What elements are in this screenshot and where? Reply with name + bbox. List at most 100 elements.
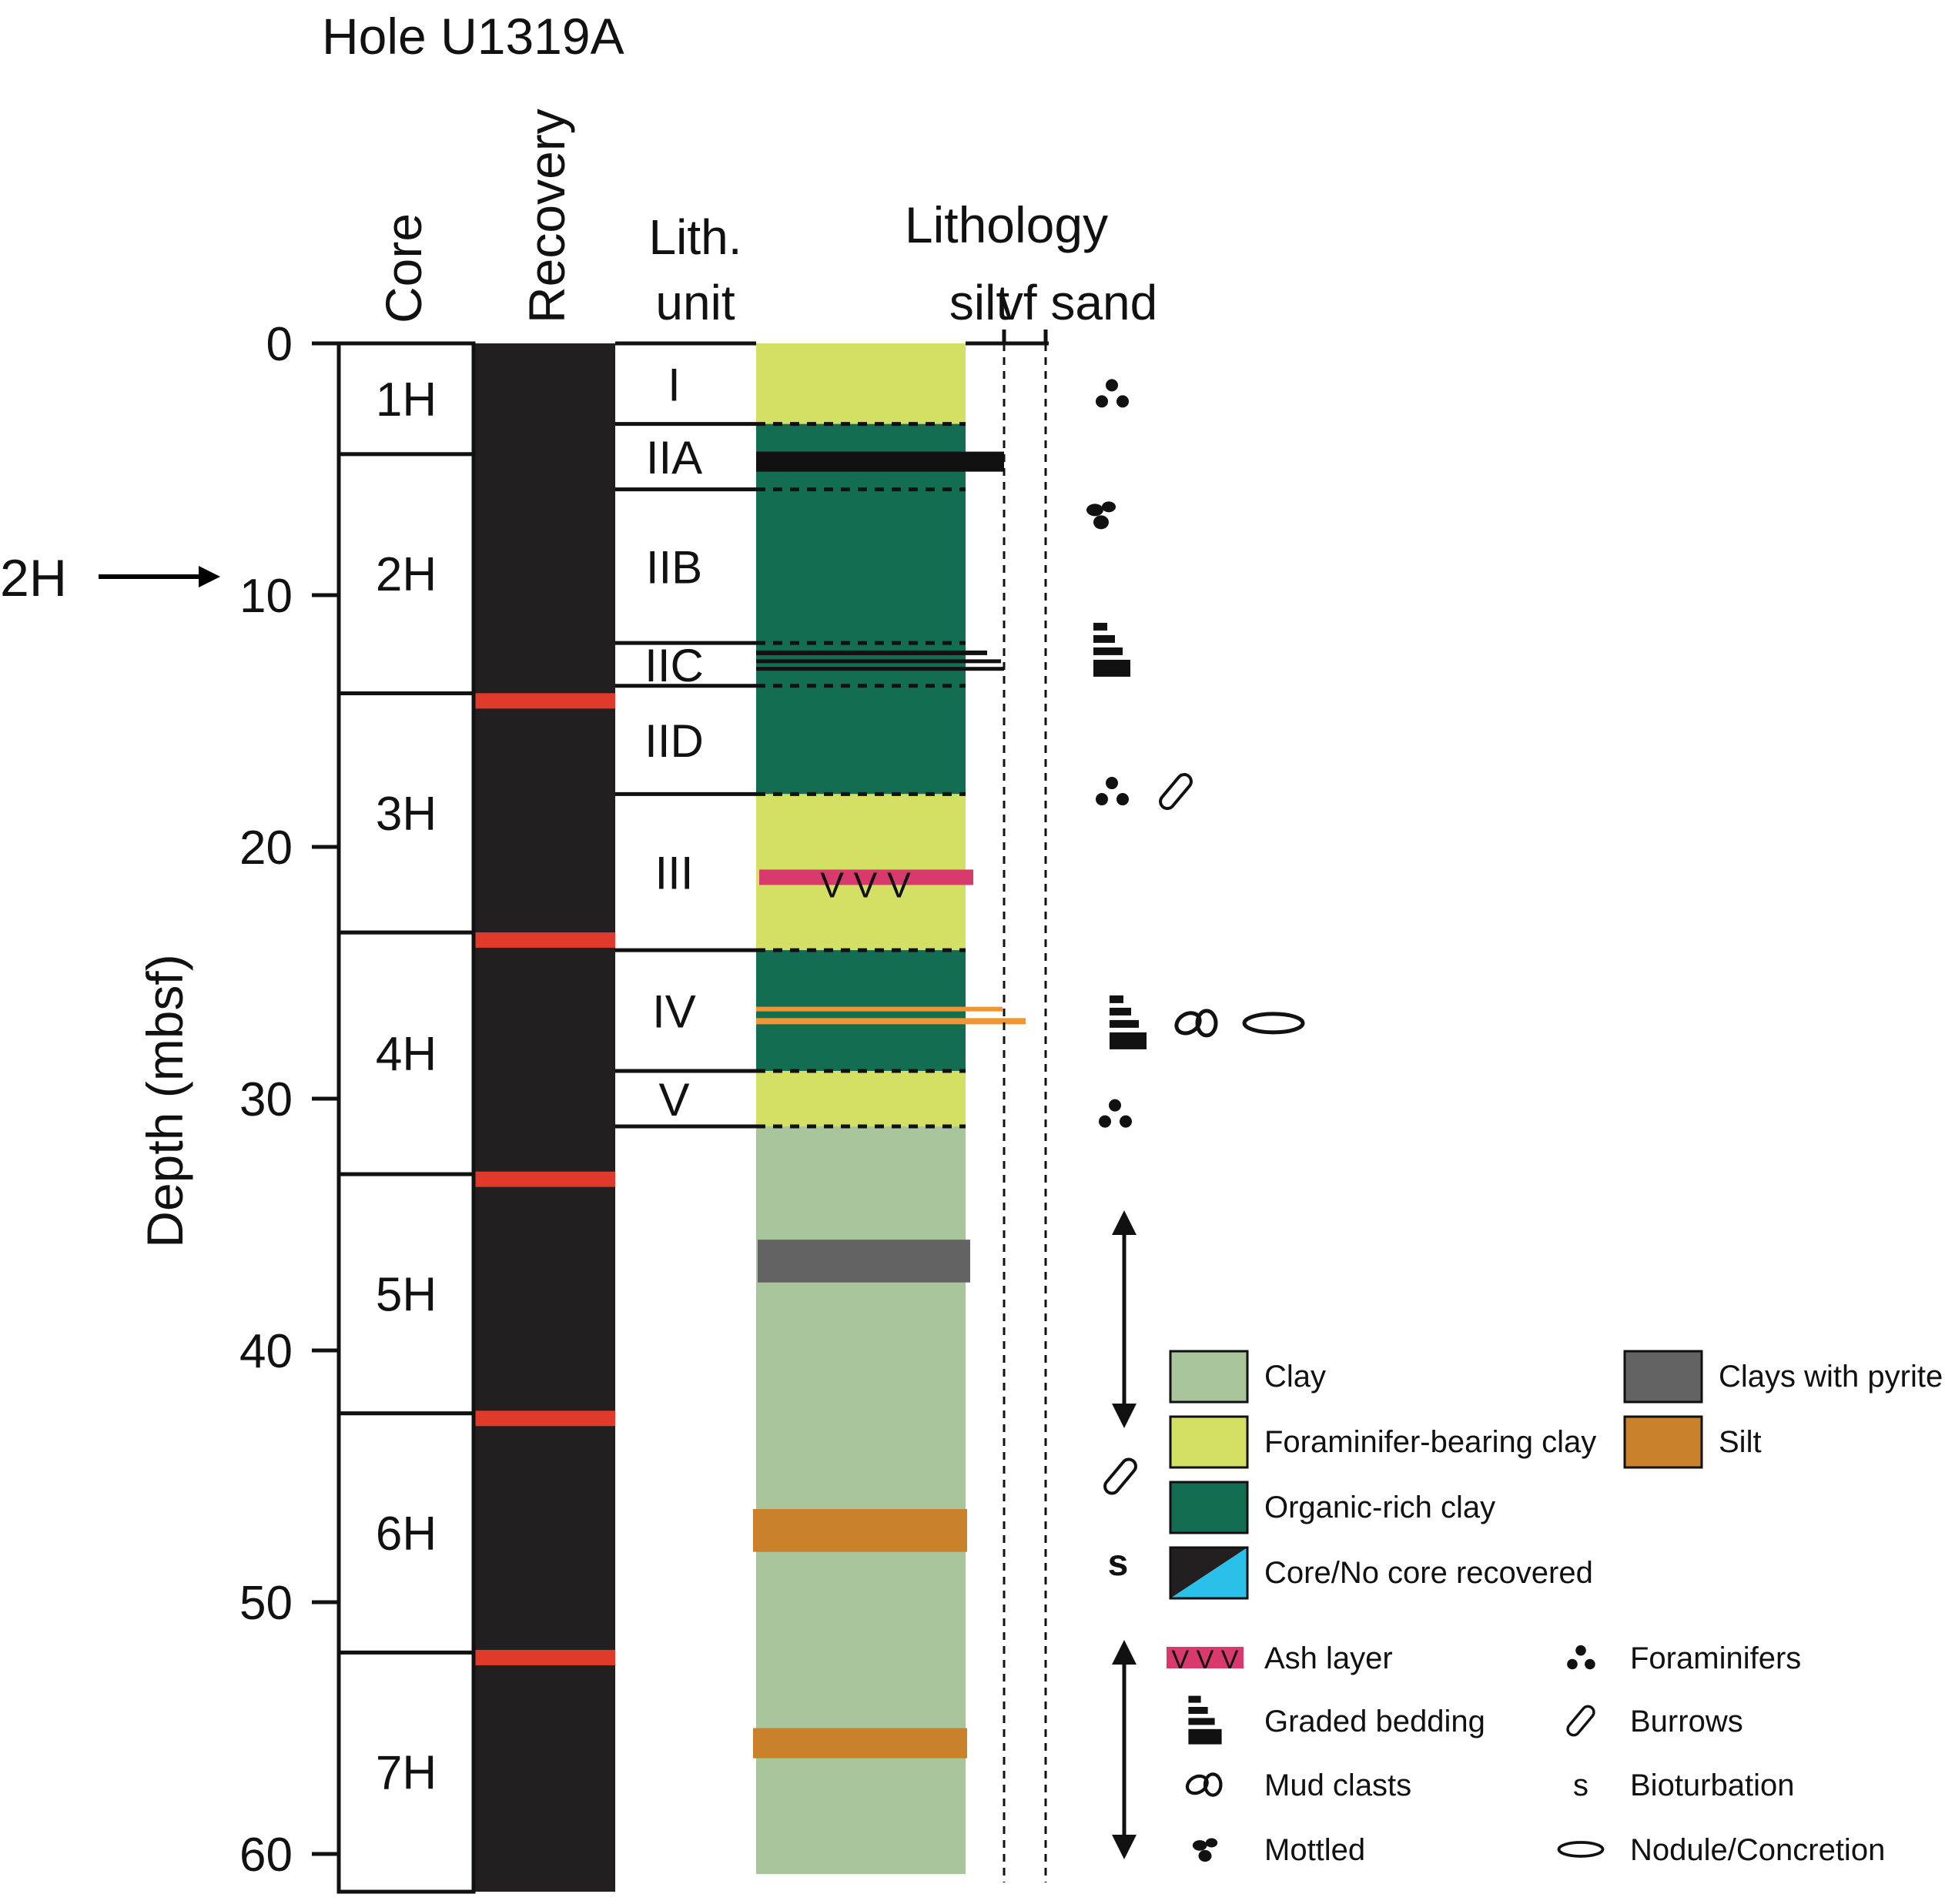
depth-tick-label: 60: [239, 1829, 293, 1882]
depth-tick-label: 0: [266, 318, 293, 371]
foraminifers-icon: [1096, 379, 1129, 408]
legend-swatch-forclay: [1169, 1415, 1249, 1469]
ash-layer-symbol: V V V: [820, 865, 911, 905]
legend-symbol-label: Burrows: [1630, 1705, 1743, 1738]
lith-unit-column: I IIA IIB IIC IID III IV V: [615, 341, 756, 1129]
nodule-icon: [1244, 1014, 1303, 1032]
legend-swatch-clay: [1169, 1350, 1249, 1404]
dark-layer: [756, 667, 1004, 671]
recovery-core-break: [474, 932, 615, 948]
lithology-bed-silt: [753, 1509, 967, 1552]
core-label: 4H: [376, 1028, 437, 1081]
unit-label: III: [654, 848, 693, 899]
core-column: 1H 2H 3H 4H 5H 6H 7H: [336, 341, 476, 1894]
core-marker-arrow-head: [199, 566, 220, 587]
core-label: 2H: [376, 548, 437, 601]
bioturbation-icon: s: [1573, 1768, 1588, 1802]
figure-title: Hole U1319A: [322, 8, 624, 65]
ash-layer: [759, 869, 973, 885]
core-marker-label: 2H: [0, 549, 67, 607]
core-label: 5H: [376, 1268, 437, 1321]
header-core: Core: [375, 213, 432, 323]
core-label: 1H: [376, 373, 437, 427]
mud-clasts-icon: [1173, 1009, 1216, 1038]
legend-swatch-organic: [1169, 1481, 1249, 1534]
mud-clasts-icon: [1184, 1772, 1220, 1796]
header-grain-vfsand: vf sand: [999, 275, 1157, 330]
depth-tick-label: 40: [239, 1325, 293, 1378]
structures-column: s: [1086, 379, 1303, 1859]
lithology-bed-organic: [756, 423, 966, 795]
mottled-icon: [1086, 501, 1116, 530]
core-box: [336, 1172, 476, 1416]
dark-layer: [756, 659, 1001, 664]
foraminifers-icon: [1567, 1645, 1595, 1670]
legend-swatch-no-core: [1170, 1548, 1247, 1598]
legend-label: Clay: [1264, 1360, 1326, 1394]
legend-label: Clays with pyrite: [1719, 1360, 1943, 1394]
core-label: 6H: [376, 1507, 437, 1561]
header-lithology: Lithology: [905, 196, 1108, 253]
nodule-icon: [1557, 1841, 1605, 1858]
burrows-icon: [1564, 1702, 1598, 1739]
legend-symbol-label: Bioturbation: [1630, 1768, 1794, 1802]
header-grain-silt: silt: [949, 275, 1009, 330]
graded-bedding-icon: [1110, 995, 1147, 1049]
silt-layer: [756, 1018, 1026, 1025]
header-lith-unit-line1: Lith.: [649, 209, 742, 265]
dark-layer: [756, 451, 1004, 472]
legend-label: Core/No core recovered: [1264, 1556, 1593, 1590]
legend-swatch-border: [1169, 1546, 1249, 1600]
unit-label: IV: [652, 986, 696, 1038]
silt-layer: [756, 1006, 1003, 1012]
unit-label: V: [658, 1074, 689, 1126]
unit-label: IIA: [646, 432, 702, 484]
recovery-core-break: [474, 1649, 615, 1665]
legend-symbol-label: Nodule/Concretion: [1630, 1833, 1885, 1867]
legend-symbol-label: Graded bedding: [1264, 1705, 1485, 1738]
grain-size-scale: [966, 330, 1049, 1882]
recovery-core-break: [474, 1410, 615, 1427]
bioturbation-range-arrow-head-up: [1112, 1640, 1137, 1665]
unit-label: I: [668, 359, 681, 410]
mottled-icon: [1192, 1838, 1218, 1862]
lithology-bed-pyrite: [758, 1240, 970, 1283]
recovery-core-break: [474, 693, 615, 709]
unit-label: IIB: [646, 541, 702, 593]
core-box: [336, 1411, 476, 1655]
lithology-bed-silt: [753, 1728, 967, 1758]
lithology-bed-clay: [756, 1126, 966, 1875]
legend-symbol-label: Foraminifers: [1630, 1641, 1801, 1675]
legend: Clay Foraminifer-bearing clay Organic-rich…: [1167, 1350, 1943, 1867]
legend-label: Silt: [1719, 1425, 1762, 1459]
unit-label: IIC: [644, 640, 704, 691]
ash-layer-icon: [1167, 1647, 1244, 1668]
legend-symbol-label: Mud clasts: [1264, 1768, 1411, 1802]
bioturbation-range-arrow-head-down: [1112, 1835, 1137, 1859]
graded-bedding-icon: [1188, 1695, 1222, 1745]
header-lith-unit-line2: unit: [655, 275, 735, 330]
depth-tick-label: 30: [239, 1073, 293, 1126]
header-recovery: Recovery: [518, 109, 575, 323]
depth-tick-label: 20: [239, 821, 293, 875]
foraminifers-icon: [1096, 777, 1129, 806]
legend-symbol-label: Mottled: [1264, 1833, 1365, 1867]
legend-swatch-silt: [1623, 1415, 1703, 1469]
dark-layer: [756, 650, 987, 655]
lithology-bed-forclay: [756, 1071, 966, 1126]
burrows-icon: [1100, 1454, 1140, 1498]
ash-layer-icon-glyph: V V V: [1172, 1645, 1239, 1675]
mottled-range-arrow-head-down: [1112, 1404, 1137, 1428]
legend-symbol-label: Ash layer: [1264, 1641, 1393, 1675]
core-box: [336, 691, 476, 935]
burrows-icon: [1156, 770, 1196, 813]
unit-label: IID: [644, 715, 704, 767]
legend-label: Organic-rich clay: [1264, 1491, 1495, 1524]
lithology-column: V V V: [753, 343, 1026, 1875]
foraminifers-icon: [1099, 1099, 1132, 1128]
core-box: [336, 341, 476, 457]
graded-bedding-icon: [1093, 622, 1130, 677]
bioturbation-mark: s: [1108, 1543, 1129, 1584]
depth-tick-label: 10: [239, 570, 293, 623]
